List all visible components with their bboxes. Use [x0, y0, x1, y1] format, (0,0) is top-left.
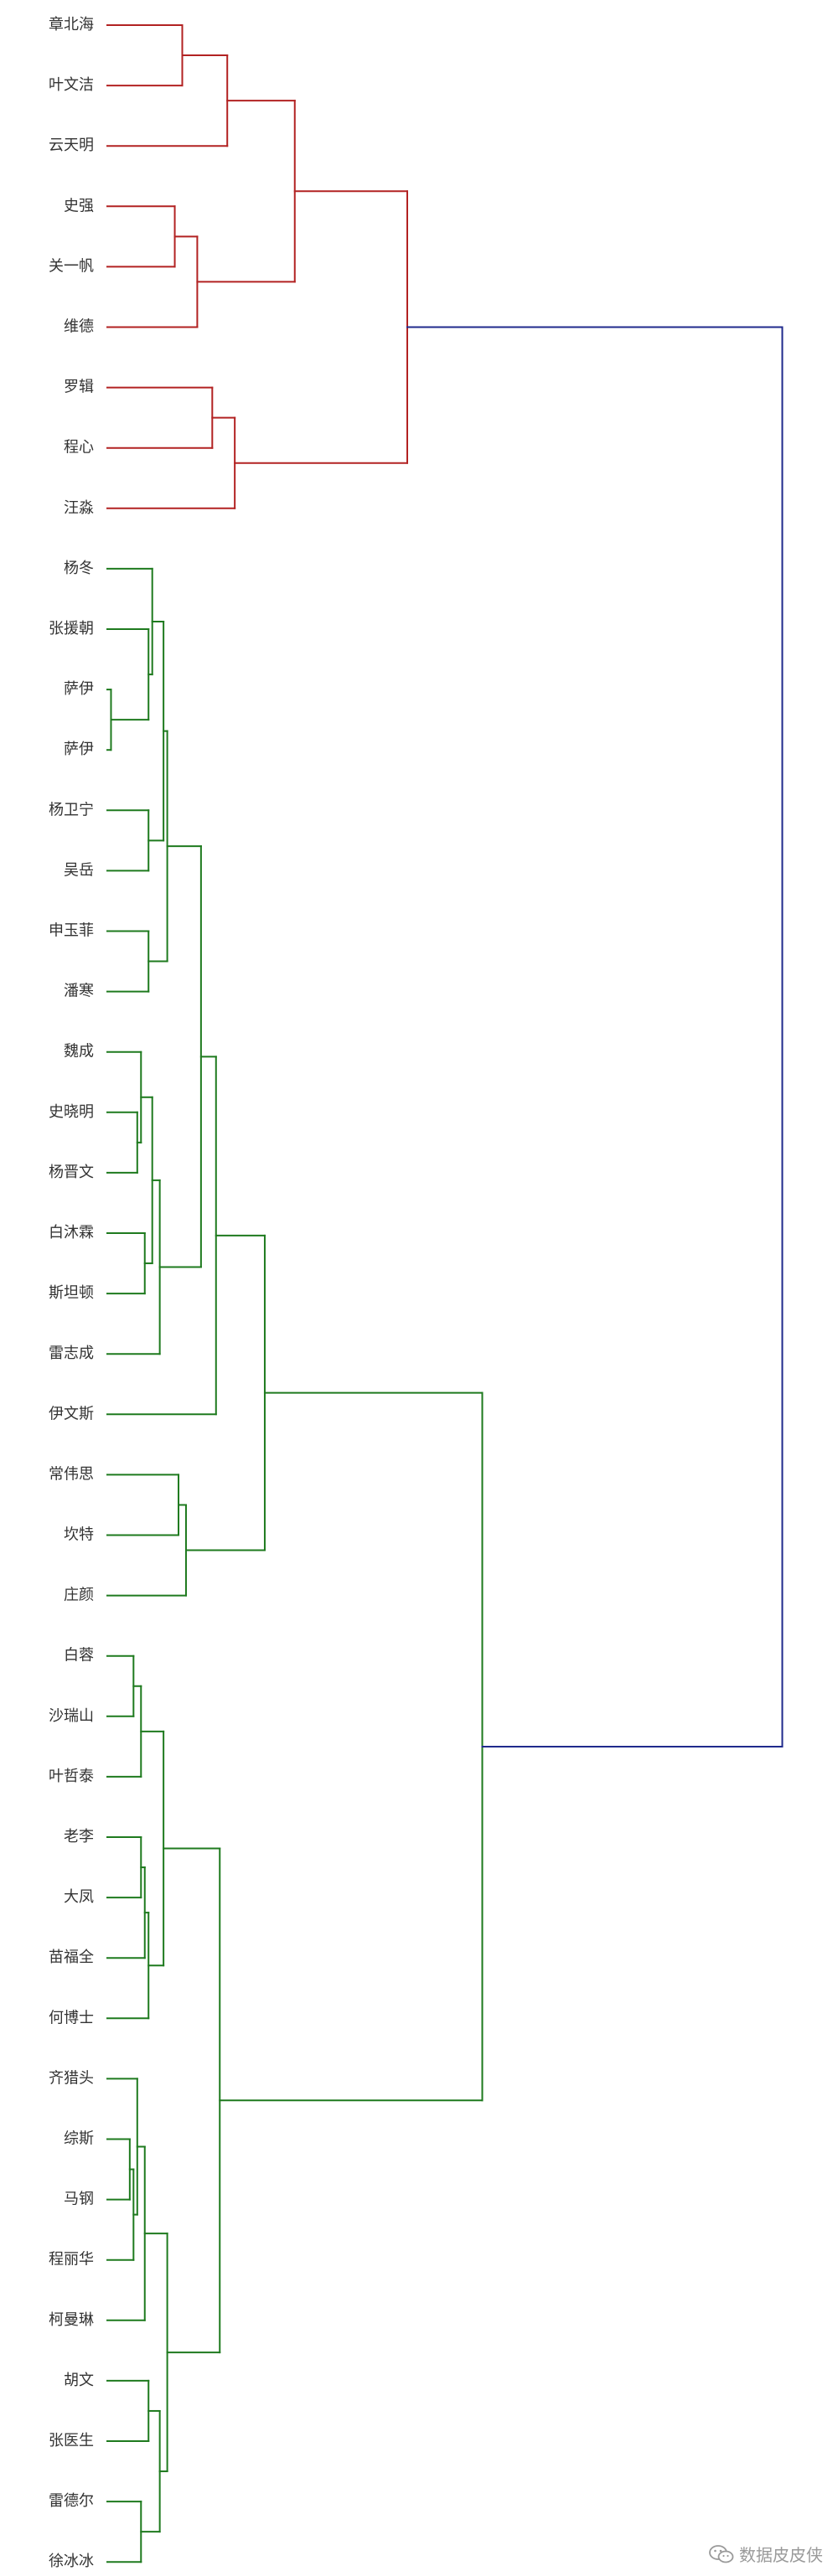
leaf-label: 杨卫宁: [49, 801, 94, 818]
leaf-label: 苗福全: [49, 1949, 94, 1966]
leaf-label: 白沐霖: [49, 1224, 94, 1242]
leaf-label: 章北海: [49, 16, 94, 34]
watermark: 数据皮皮侠: [709, 2542, 823, 2566]
leaf-label: 伊文斯: [49, 1405, 94, 1422]
leaf-label: 史晓明: [49, 1103, 94, 1121]
leaf-label: 沙瑞山: [49, 1707, 94, 1725]
leaf-label: 萨伊: [64, 741, 94, 758]
leaf-label: 叶哲泰: [49, 1768, 94, 1785]
leaf-label: 张援朝: [49, 620, 94, 638]
leaf-label: 何博士: [49, 2009, 94, 2026]
leaf-label: 马钢: [64, 2191, 94, 2208]
leaf-label: 庄颜: [64, 1587, 94, 1604]
leaf-label: 叶文洁: [49, 76, 94, 94]
wechat-icon: [709, 2544, 734, 2563]
leaf-label: 萨伊: [64, 680, 94, 698]
leaf-label: 雷德尔: [49, 2492, 94, 2510]
leaf-label: 胡文: [64, 2372, 94, 2389]
leaf-label: 魏成: [64, 1043, 94, 1061]
leaf-label: 柯曼琳: [49, 2311, 94, 2329]
leaf-label: 常伟思: [49, 1465, 94, 1483]
leaf-label: 程心: [64, 439, 94, 457]
leaf-label: 程丽华: [49, 2251, 94, 2269]
leaf-label: 斯坦顿: [49, 1284, 94, 1302]
leaf-label: 大凤: [64, 1888, 94, 1906]
leaf-label: 维德: [64, 318, 94, 336]
leaf-label: 坎特: [64, 1526, 94, 1544]
leaf-label: 吴岳: [64, 861, 94, 879]
watermark-text: 数据皮皮侠: [739, 2545, 823, 2565]
leaf-label: 云天明: [49, 137, 94, 154]
leaf-label: 雷志成: [49, 1345, 94, 1362]
leaf-label: 徐冰冰: [49, 2553, 94, 2570]
leaf-label: 杨晋文: [49, 1164, 94, 1181]
leaf-label: 杨冬: [64, 560, 94, 577]
leaf-label: 关一帆: [49, 257, 94, 275]
leaf-label: 史强: [64, 197, 94, 214]
leaf-label: 老李: [64, 1828, 94, 1846]
leaf-label: 潘寒: [64, 983, 94, 1000]
leaf-label: 申玉菲: [49, 922, 94, 940]
leaf-label: 综斯: [64, 2130, 94, 2148]
leaf-label: 罗辑: [64, 379, 94, 396]
leaf-label: 白蓉: [64, 1647, 94, 1665]
leaf-label: 张医生: [49, 2432, 94, 2450]
leaf-label: 汪淼: [64, 499, 94, 517]
leaf-label: 齐猎头: [49, 2069, 94, 2087]
